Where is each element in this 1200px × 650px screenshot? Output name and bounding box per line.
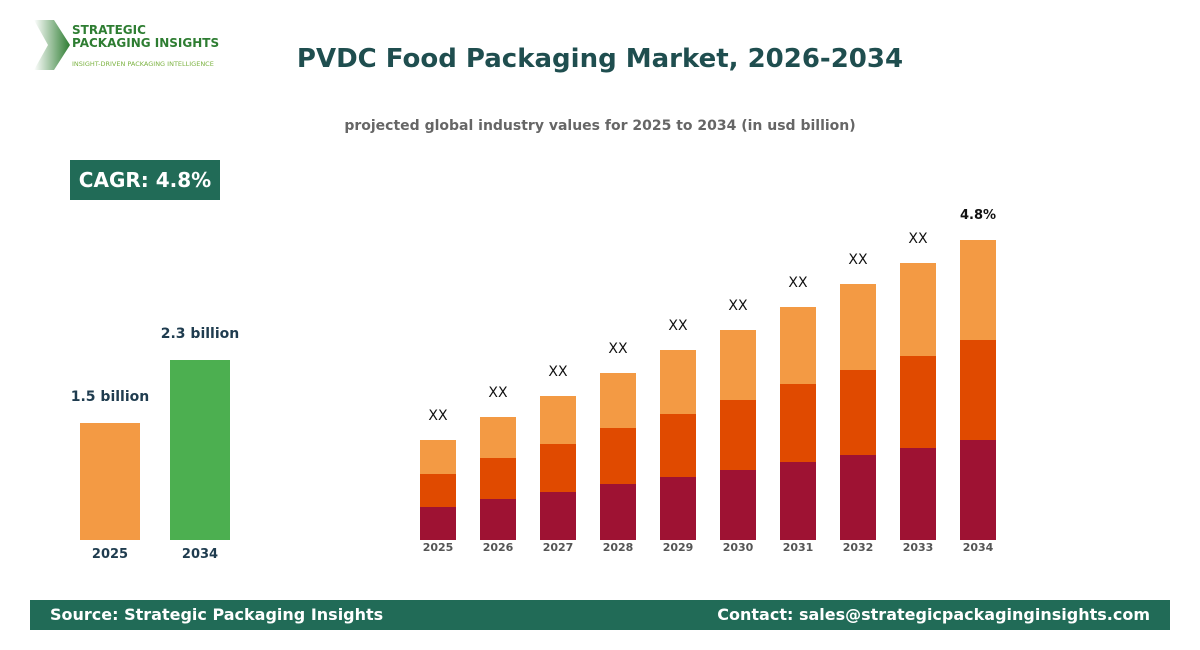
data-label: 1.5 billion: [70, 388, 150, 405]
subtitle: projected global industry values for 202…: [344, 118, 856, 134]
bar-segment-2031-2: [780, 307, 816, 384]
data-label: XX: [548, 364, 568, 380]
data-label: XX: [668, 318, 688, 334]
x-tick-label: 2030: [723, 541, 754, 554]
page-title: PVDC Food Packaging Market, 2026-2034: [296, 44, 904, 74]
bar-segment-2025-0: [420, 507, 456, 540]
stacked-bar-chart: XX 2025 XX 2026 XX 2027 XX 2028 XX 2029 XX 2030 XX 20…: [420, 208, 996, 554]
x-tick-label: 2025: [423, 541, 454, 554]
bar-segment-2026-2: [480, 417, 516, 458]
bar-segment-2030-1: [720, 400, 756, 470]
bar-segment-2033-0: [900, 448, 936, 540]
bar-segment-2033-2: [900, 263, 936, 356]
bar-segment-2027-2: [540, 396, 576, 444]
bar-segment-2030-0: [720, 470, 756, 540]
bar-segment-2033-1: [900, 356, 936, 448]
data-label: 2.3 billion: [160, 326, 240, 342]
bar-segment-2028-0: [600, 484, 636, 540]
bar-segment-2034-1: [960, 340, 996, 440]
bar-segment-2030-2: [720, 330, 756, 400]
bar-segment-2025-2: [420, 440, 456, 474]
bar-segment-2031-1: [780, 384, 816, 462]
data-label: XX: [428, 408, 448, 424]
bar-segment-2026-1: [480, 458, 516, 499]
x-tick-label: 2033: [903, 541, 934, 554]
data-label: XX: [728, 298, 748, 314]
x-tick-label: 2032: [843, 541, 874, 554]
data-label: XX: [788, 275, 808, 291]
bar-segment-2027-1: [540, 444, 576, 492]
bar-segment-2032-2: [840, 284, 876, 370]
x-tick-label: 2028: [603, 541, 634, 554]
bar-segment-2026-0: [480, 499, 516, 540]
x-tick-label: 2026: [483, 541, 514, 554]
bar-segment-2027-0: [540, 492, 576, 540]
bar-segment-2031-0: [780, 462, 816, 540]
bar-segment-2028-2: [600, 373, 636, 428]
source-text: Source: Strategic Packaging Insights: [50, 605, 384, 624]
x-tick-label: 2029: [663, 541, 694, 554]
bar-segment-2029-1: [660, 414, 696, 477]
bar-2034: [170, 360, 230, 540]
footer-bar: Source: Strategic Packaging Insights Con…: [30, 600, 1170, 630]
contact-link[interactable]: Contact: sales@strategicpackaginginsight…: [717, 605, 1150, 624]
bar-segment-2028-1: [600, 428, 636, 484]
data-label: 4.8%: [960, 208, 996, 223]
x-tick-label: 2034: [181, 547, 219, 562]
bar-segment-2029-2: [660, 350, 696, 414]
logo-name: STRATEGIC PACKAGING INSIGHTS: [72, 23, 220, 50]
logo-tagline: INSIGHT-DRIVEN PACKAGING INTELLIGENCE: [72, 60, 214, 68]
bar-segment-2034-2: [960, 240, 996, 340]
x-tick-label: 2025: [91, 547, 129, 562]
bar-segment-2029-0: [660, 477, 696, 540]
bar-segment-2032-0: [840, 455, 876, 540]
x-tick-label: 2034: [963, 541, 994, 554]
data-label: XX: [848, 252, 868, 268]
data-label: XX: [908, 231, 928, 247]
bar-2025: [80, 422, 140, 540]
x-tick-label: 2027: [543, 541, 574, 554]
x-tick-label: 2031: [783, 541, 814, 554]
bar-segment-2034-0: [960, 440, 996, 540]
data-label: XX: [488, 385, 508, 401]
logo-chevron-icon: [34, 20, 70, 70]
cagr-badge: CAGR: 4.8%: [70, 160, 220, 200]
bar-segment-2025-1: [420, 474, 456, 507]
data-label: XX: [608, 341, 628, 357]
bar-segment-2032-1: [840, 370, 876, 455]
